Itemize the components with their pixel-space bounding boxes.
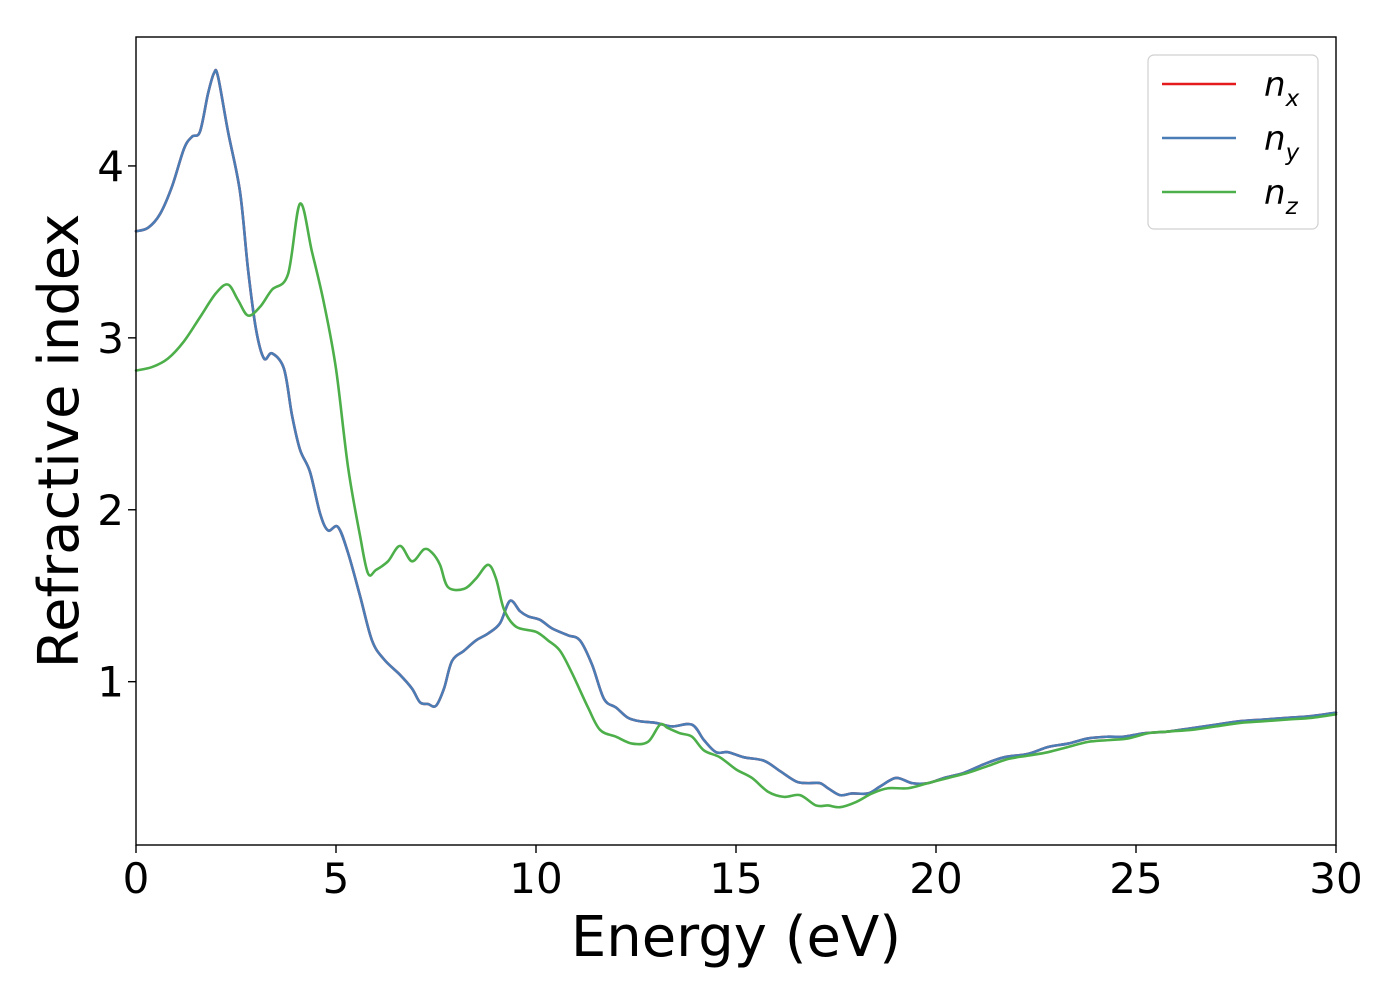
- legend-label-n-z: nz: [1264, 173, 1299, 220]
- legend-items: nx ny nz: [1162, 65, 1300, 220]
- x-tick-label: 5: [323, 854, 350, 903]
- series-layer: [134, 68, 1338, 809]
- y-axis-ticks: 1 2 3 4: [97, 142, 136, 707]
- y-axis-label: Refractive index: [27, 214, 92, 669]
- y-tick-label: 4: [97, 142, 124, 191]
- x-axis-label: Energy (eV): [571, 905, 901, 970]
- x-tick-label: 0: [123, 854, 150, 903]
- x-axis-ticks: 0 5 10 15 20 25 30: [123, 845, 1363, 903]
- legend-label-n-x: nx: [1264, 65, 1300, 112]
- x-tick-label: 10: [509, 854, 562, 903]
- x-tick-label: 15: [709, 854, 762, 903]
- legend-box: [1147, 54, 1319, 230]
- y-tick-label: 2: [97, 486, 124, 535]
- x-tick-label: 20: [909, 854, 962, 903]
- x-tick-label: 30: [1309, 854, 1362, 903]
- series-line-n-z: [134, 202, 1338, 809]
- x-tick-label: 25: [1109, 854, 1162, 903]
- legend: nx ny nz: [1147, 54, 1319, 230]
- legend-label-n-y: ny: [1264, 119, 1300, 166]
- series-line-n-y: [134, 68, 1338, 797]
- y-tick-label: 3: [97, 314, 124, 363]
- y-tick-label: 1: [97, 658, 124, 707]
